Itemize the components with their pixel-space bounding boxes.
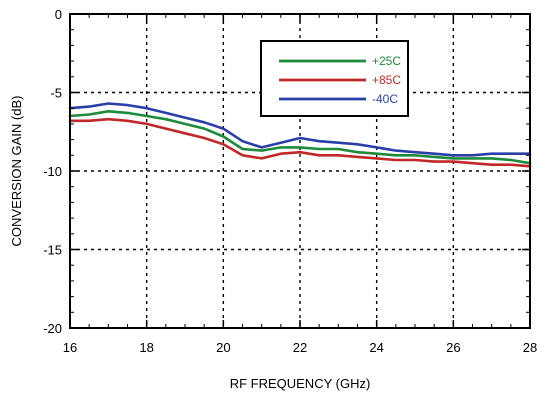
y-tick-label: -10 <box>43 164 62 179</box>
y-tick-label: -20 <box>43 321 62 336</box>
tick-labels: 16 18 20 22 24 26 28 0 -5 -10 -15 -20 <box>43 7 537 355</box>
x-tick-label: 24 <box>369 340 383 355</box>
ticks <box>69 13 531 329</box>
x-tick-label: 18 <box>139 340 153 355</box>
y-tick-label: -5 <box>50 86 62 101</box>
legend-label-3: -40C <box>372 92 398 106</box>
y-axis-title: CONVERSION GAIN (dB) <box>9 96 24 247</box>
legend-items: +25C +85C -40C <box>279 54 401 106</box>
series-line-3 <box>68 102 532 157</box>
legend-box <box>260 40 409 117</box>
x-tick-label: 28 <box>523 340 537 355</box>
series-line-1 <box>68 110 532 165</box>
y-tick-label: -15 <box>43 243 62 258</box>
x-tick-label: 20 <box>216 340 230 355</box>
series-lines <box>68 102 532 168</box>
y-tick-label: 0 <box>55 7 62 22</box>
legend: +25C +85C -40C <box>260 40 409 117</box>
x-tick-label: 22 <box>293 340 307 355</box>
x-tick-label: 26 <box>446 340 460 355</box>
x-axis-title: RF FREQUENCY (GHz) <box>230 376 371 391</box>
series-line-2 <box>68 117 532 168</box>
legend-label-1: +25C <box>372 54 401 68</box>
grid <box>70 14 530 328</box>
legend-label-2: +85C <box>372 73 401 87</box>
x-tick-label: 16 <box>63 340 77 355</box>
